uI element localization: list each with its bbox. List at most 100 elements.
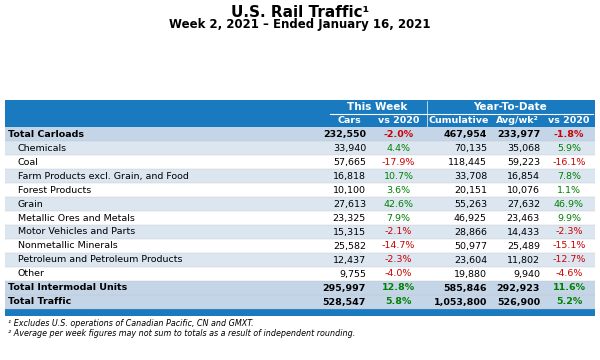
Text: 10,076: 10,076 (507, 185, 540, 194)
Text: -2.1%: -2.1% (385, 228, 412, 237)
Text: 70,135: 70,135 (454, 144, 487, 153)
Text: Grain: Grain (18, 199, 44, 208)
Text: Forest Products: Forest Products (18, 185, 91, 194)
Text: 33,708: 33,708 (454, 171, 487, 180)
Text: 16,854: 16,854 (507, 171, 540, 180)
Text: 12.8%: 12.8% (382, 284, 415, 292)
Text: 10,100: 10,100 (333, 185, 366, 194)
Text: 19,880: 19,880 (454, 270, 487, 279)
Text: -14.7%: -14.7% (382, 242, 415, 251)
Text: Farm Products excl. Grain, and Food: Farm Products excl. Grain, and Food (18, 171, 189, 180)
Text: 46,925: 46,925 (454, 213, 487, 222)
Text: -12.7%: -12.7% (553, 256, 586, 265)
Text: 585,846: 585,846 (443, 284, 487, 292)
Text: Avg/wk²: Avg/wk² (496, 116, 538, 125)
Text: -17.9%: -17.9% (382, 158, 415, 166)
Text: 27,613: 27,613 (333, 199, 366, 208)
Text: 25,582: 25,582 (333, 242, 366, 251)
Text: 12,437: 12,437 (333, 256, 366, 265)
Bar (5, 239, 595, 253)
Text: Petroleum and Petroleum Products: Petroleum and Petroleum Products (18, 256, 182, 265)
Text: 55,263: 55,263 (454, 199, 487, 208)
Bar (5, 281, 595, 295)
Text: ¹ Excludes U.S. operations of Canadian Pacific, CN and GMXT.: ¹ Excludes U.S. operations of Canadian P… (8, 319, 254, 328)
Text: Total Intermodal Units: Total Intermodal Units (8, 284, 127, 292)
Bar (5, 253, 595, 267)
Text: ² Average per week figures may not sum to totals as a result of independent roun: ² Average per week figures may not sum t… (8, 329, 355, 338)
Text: Cars: Cars (337, 116, 361, 125)
Text: 467,954: 467,954 (443, 130, 487, 139)
Text: Nonmetallic Minerals: Nonmetallic Minerals (18, 242, 118, 251)
Text: 9,755: 9,755 (339, 270, 366, 279)
Bar (5, 309, 595, 316)
Text: -4.6%: -4.6% (556, 270, 583, 279)
Text: 5.2%: 5.2% (556, 297, 582, 306)
Text: 15,315: 15,315 (333, 228, 366, 237)
Text: 232,550: 232,550 (323, 130, 366, 139)
Text: 16,818: 16,818 (333, 171, 366, 180)
Text: -2.3%: -2.3% (385, 256, 412, 265)
Text: 7.9%: 7.9% (386, 213, 410, 222)
Bar (5, 211, 595, 225)
Bar (5, 169, 595, 183)
Text: -2.3%: -2.3% (555, 228, 583, 237)
Text: Metallic Ores and Metals: Metallic Ores and Metals (18, 213, 135, 222)
Bar (5, 183, 595, 197)
Text: 5.8%: 5.8% (385, 297, 412, 306)
Bar (5, 141, 595, 155)
Text: 11,802: 11,802 (507, 256, 540, 265)
Text: 50,977: 50,977 (454, 242, 487, 251)
Text: -4.0%: -4.0% (385, 270, 412, 279)
Text: Coal: Coal (18, 158, 39, 166)
Text: 118,445: 118,445 (448, 158, 487, 166)
Text: 27,632: 27,632 (507, 199, 540, 208)
Text: vs 2020: vs 2020 (548, 116, 590, 125)
Text: 10.7%: 10.7% (383, 171, 413, 180)
Text: -15.1%: -15.1% (553, 242, 586, 251)
Text: 33,940: 33,940 (333, 144, 366, 153)
Text: 46.9%: 46.9% (554, 199, 584, 208)
Text: 5.9%: 5.9% (557, 144, 581, 153)
Text: -1.8%: -1.8% (554, 130, 584, 139)
Text: vs 2020: vs 2020 (378, 116, 419, 125)
Text: Motor Vehicles and Parts: Motor Vehicles and Parts (18, 228, 135, 237)
Text: This Week: This Week (347, 102, 407, 112)
Text: 233,977: 233,977 (497, 130, 540, 139)
Bar (5, 197, 595, 211)
Text: 4.4%: 4.4% (386, 144, 410, 153)
Text: 35,068: 35,068 (507, 144, 540, 153)
Text: 20,151: 20,151 (454, 185, 487, 194)
Text: 42.6%: 42.6% (383, 199, 413, 208)
Bar (5, 127, 595, 141)
Text: 292,923: 292,923 (497, 284, 540, 292)
Bar (5, 100, 595, 127)
Text: Cumulative: Cumulative (428, 116, 488, 125)
Text: 23,604: 23,604 (454, 256, 487, 265)
Text: Total Carloads: Total Carloads (8, 130, 84, 139)
Text: Other: Other (18, 270, 45, 279)
Bar (5, 155, 595, 169)
Text: 1.1%: 1.1% (557, 185, 581, 194)
Bar (5, 225, 595, 239)
Text: 7.8%: 7.8% (557, 171, 581, 180)
Bar (5, 295, 595, 309)
Text: 295,997: 295,997 (323, 284, 366, 292)
Text: 14,433: 14,433 (507, 228, 540, 237)
Text: 9,940: 9,940 (513, 270, 540, 279)
Text: Week 2, 2021 – Ended January 16, 2021: Week 2, 2021 – Ended January 16, 2021 (169, 18, 431, 31)
Text: 528,547: 528,547 (323, 297, 366, 306)
Text: Total Traffic: Total Traffic (8, 297, 71, 306)
Text: 25,489: 25,489 (507, 242, 540, 251)
Text: 28,866: 28,866 (454, 228, 487, 237)
Text: 1,053,800: 1,053,800 (434, 297, 487, 306)
Text: 11.6%: 11.6% (553, 284, 586, 292)
Text: Chemicals: Chemicals (18, 144, 67, 153)
Text: U.S. Rail Traffic¹: U.S. Rail Traffic¹ (231, 5, 369, 20)
Text: -2.0%: -2.0% (383, 130, 413, 139)
Text: 57,665: 57,665 (333, 158, 366, 166)
Text: 3.6%: 3.6% (386, 185, 410, 194)
Text: 23,463: 23,463 (507, 213, 540, 222)
Text: 59,223: 59,223 (507, 158, 540, 166)
Bar (5, 267, 595, 281)
Text: 23,325: 23,325 (333, 213, 366, 222)
